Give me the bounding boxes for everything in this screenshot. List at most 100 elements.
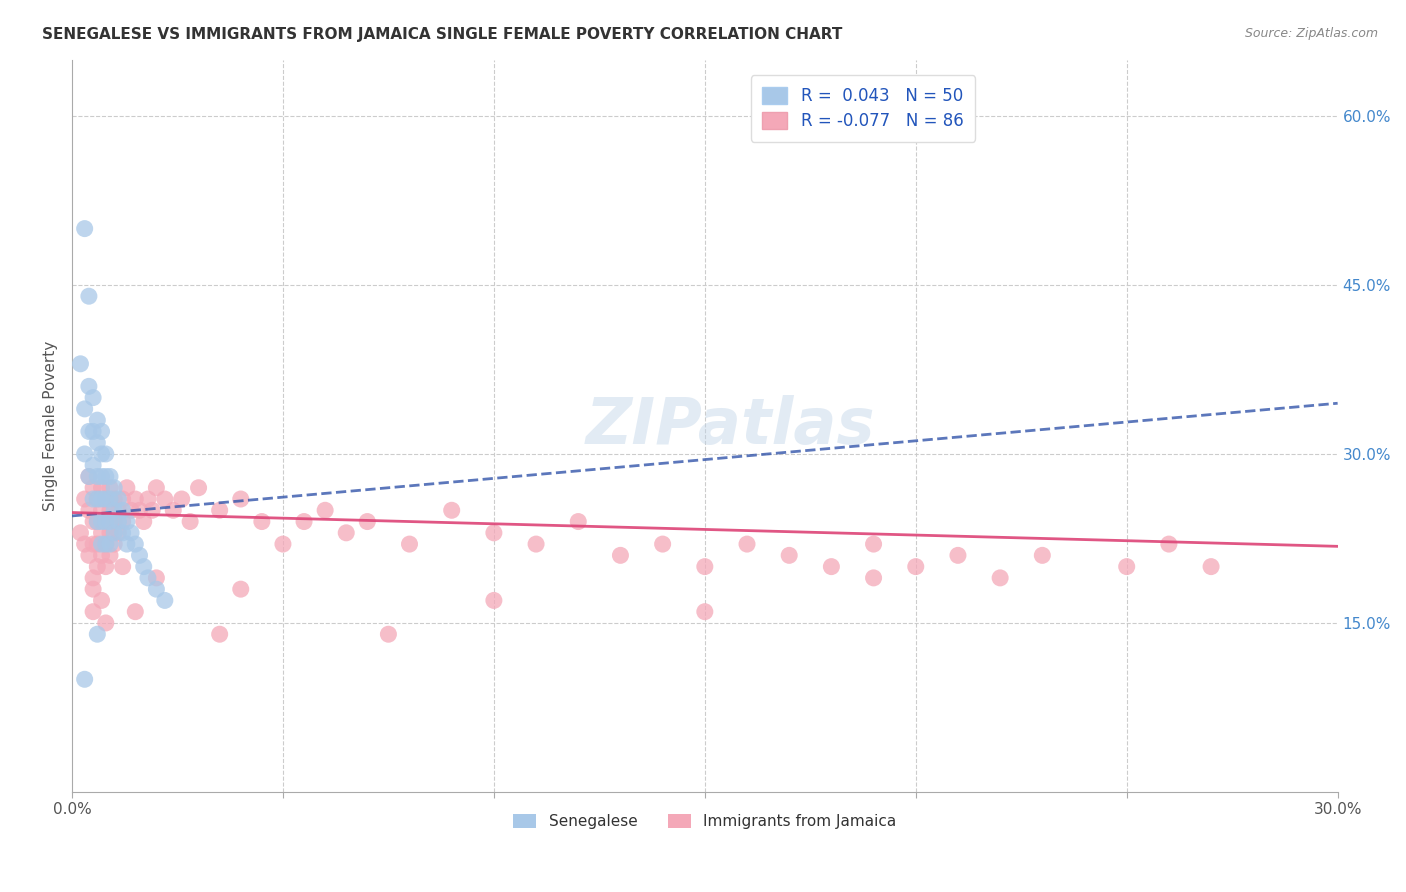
- Point: [86, 491, 108, 506]
- Point: [250, 515, 273, 529]
- Point: [82, 481, 104, 495]
- Point: [82, 537, 104, 551]
- Point: [1157, 537, 1180, 551]
- Point: [115, 481, 138, 495]
- Point: [107, 515, 129, 529]
- Point: [86, 491, 108, 506]
- Point: [90, 593, 112, 607]
- Point: [98, 525, 121, 540]
- Point: [90, 503, 112, 517]
- Point: [124, 491, 146, 506]
- Point: [103, 491, 125, 506]
- Point: [107, 491, 129, 506]
- Point: [86, 537, 108, 551]
- Point: [136, 491, 159, 506]
- Point: [86, 435, 108, 450]
- Point: [73, 673, 96, 687]
- Point: [103, 515, 125, 529]
- Point: [693, 559, 716, 574]
- Point: [651, 537, 673, 551]
- Point: [98, 503, 121, 517]
- Point: [862, 537, 884, 551]
- Point: [98, 481, 121, 495]
- Point: [94, 537, 117, 551]
- Point: [208, 627, 231, 641]
- Point: [90, 469, 112, 483]
- Point: [77, 289, 100, 303]
- Point: [86, 515, 108, 529]
- Point: [107, 503, 129, 517]
- Point: [82, 571, 104, 585]
- Point: [111, 515, 134, 529]
- Point: [82, 425, 104, 439]
- Point: [124, 605, 146, 619]
- Point: [482, 525, 505, 540]
- Point: [94, 469, 117, 483]
- Point: [86, 627, 108, 641]
- Point: [82, 515, 104, 529]
- Point: [820, 559, 842, 574]
- Point: [94, 515, 117, 529]
- Point: [94, 559, 117, 574]
- Point: [73, 221, 96, 235]
- Point: [778, 549, 800, 563]
- Point: [693, 605, 716, 619]
- Point: [862, 571, 884, 585]
- Point: [145, 582, 167, 596]
- Point: [103, 537, 125, 551]
- Point: [77, 549, 100, 563]
- Point: [98, 515, 121, 529]
- Point: [179, 515, 201, 529]
- Point: [229, 491, 252, 506]
- Point: [292, 515, 315, 529]
- Point: [73, 537, 96, 551]
- Point: [90, 515, 112, 529]
- Point: [145, 571, 167, 585]
- Point: [398, 537, 420, 551]
- Point: [141, 503, 163, 517]
- Point: [136, 571, 159, 585]
- Point: [90, 537, 112, 551]
- Point: [86, 515, 108, 529]
- Point: [90, 481, 112, 495]
- Point: [111, 491, 134, 506]
- Point: [735, 537, 758, 551]
- Point: [86, 469, 108, 483]
- Text: ZIPatlas: ZIPatlas: [585, 395, 875, 457]
- Point: [73, 401, 96, 416]
- Point: [103, 525, 125, 540]
- Point: [94, 537, 117, 551]
- Point: [271, 537, 294, 551]
- Point: [86, 559, 108, 574]
- Text: Source: ZipAtlas.com: Source: ZipAtlas.com: [1244, 27, 1378, 40]
- Point: [145, 481, 167, 495]
- Point: [946, 549, 969, 563]
- Legend: Senegalese, Immigrants from Jamaica: Senegalese, Immigrants from Jamaica: [508, 808, 903, 836]
- Point: [94, 491, 117, 506]
- Point: [69, 357, 91, 371]
- Point: [335, 525, 357, 540]
- Point: [988, 571, 1011, 585]
- Y-axis label: Single Female Poverty: Single Female Poverty: [44, 341, 58, 511]
- Point: [69, 525, 91, 540]
- Point: [107, 525, 129, 540]
- Point: [90, 525, 112, 540]
- Point: [229, 582, 252, 596]
- Point: [128, 503, 150, 517]
- Point: [77, 469, 100, 483]
- Point: [567, 515, 589, 529]
- Point: [208, 503, 231, 517]
- Point: [128, 549, 150, 563]
- Point: [482, 593, 505, 607]
- Point: [90, 491, 112, 506]
- Point: [111, 525, 134, 540]
- Point: [115, 515, 138, 529]
- Point: [90, 447, 112, 461]
- Point: [98, 469, 121, 483]
- Point: [82, 491, 104, 506]
- Point: [73, 447, 96, 461]
- Text: SENEGALESE VS IMMIGRANTS FROM JAMAICA SINGLE FEMALE POVERTY CORRELATION CHART: SENEGALESE VS IMMIGRANTS FROM JAMAICA SI…: [42, 27, 842, 42]
- Point: [314, 503, 336, 517]
- Point: [162, 503, 184, 517]
- Point: [82, 582, 104, 596]
